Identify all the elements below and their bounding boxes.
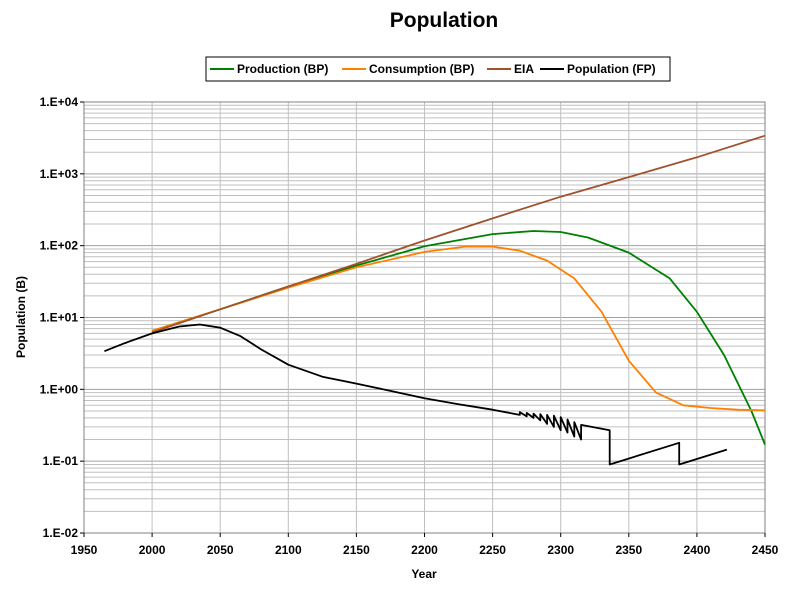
legend: Production (BP) Consumption (BP) EIA Popula…	[205, 56, 671, 82]
legend-entry-label: Production (BP)	[237, 62, 328, 76]
x-tick-label: 2050	[207, 543, 234, 557]
x-tick-label: 2350	[615, 543, 642, 557]
legend-box	[205, 56, 671, 82]
series-line-eia	[151, 134, 766, 334]
x-tick-label: 2300	[547, 543, 574, 557]
y-tick-label: 1.E-02	[43, 526, 79, 540]
x-axis-ticks: 1950 2000 2050 2100 2150 2200 2250 2300 2350 2400…	[71, 533, 779, 557]
x-tick-label: 2100	[275, 543, 302, 557]
y-tick-label: 1.E-01	[43, 454, 79, 468]
y-axis-label: Population (B)	[14, 276, 28, 358]
legend-entry-label: Population (FP)	[567, 62, 656, 76]
x-tick-label: 2200	[411, 543, 438, 557]
y-tick-label: 1.E+02	[40, 239, 79, 253]
x-tick-label: 2450	[752, 543, 779, 557]
x-axis-label: Year	[411, 567, 437, 581]
y-tick-label: 1.E+04	[40, 95, 79, 109]
series-line-consumption-bp	[151, 245, 766, 412]
series-line-population-fp	[104, 323, 728, 466]
legend-entry-label: EIA	[514, 62, 534, 76]
legend-entry-label: Consumption (BP)	[369, 62, 474, 76]
x-tick-label: 1950	[71, 543, 98, 557]
series-layer	[104, 134, 766, 466]
x-tick-label: 2150	[343, 543, 370, 557]
y-tick-label: 1.E+00	[40, 382, 79, 396]
x-tick-label: 2250	[479, 543, 506, 557]
y-axis-ticks: 1.E-02 1.E-01 1.E+00 1.E+01 1.E+02 1.E+03 1.E+…	[40, 95, 84, 540]
x-tick-label: 2000	[139, 543, 166, 557]
y-tick-label: 1.E+03	[40, 167, 79, 181]
y-tick-label: 1.E+01	[40, 311, 79, 325]
chart-title: Population	[390, 9, 499, 32]
x-tick-label: 2400	[684, 543, 711, 557]
